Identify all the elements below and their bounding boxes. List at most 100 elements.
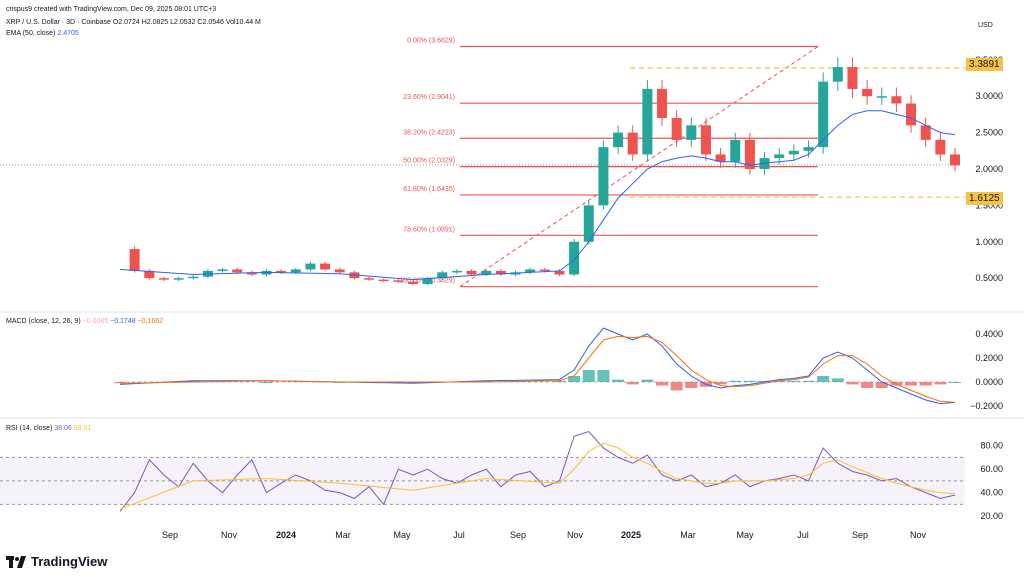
- macd-histogram-bar: [187, 380, 200, 382]
- time-axis-tick: Mar: [335, 530, 351, 540]
- price-candle: [173, 278, 184, 280]
- rsi-header: RSI (14, close) 38.06 58.01: [6, 425, 91, 432]
- macd-histogram-bar: [656, 382, 669, 386]
- symbol-line: XRP / U.S. Dollar · 3D · Coinbase O2.072…: [6, 19, 261, 26]
- ohlc-o: 2.0724: [118, 19, 140, 26]
- price-candle: [950, 154, 960, 166]
- macd-histogram-bar: [406, 382, 419, 384]
- symbol-title: XRP / U.S. Dollar · 3D · Coinbase: [6, 19, 111, 26]
- macd-axis-tick: 0.2000: [975, 353, 1003, 363]
- price-candle: [334, 269, 345, 273]
- price-candle: [730, 139, 741, 162]
- macd-histogram-bar: [905, 382, 918, 386]
- macd-histogram-bar: [846, 382, 859, 385]
- macd-axis-tick: 0.0000: [975, 377, 1003, 387]
- price-candle: [774, 154, 785, 159]
- time-axis-tick: Jul: [797, 530, 809, 540]
- price-axis-tick: 3.0000: [975, 91, 1003, 101]
- macd-histogram-bar: [831, 378, 844, 382]
- price-axis-tick: 1.5000: [975, 200, 1003, 210]
- price-candle: [188, 276, 199, 279]
- macd-histogram-bar: [729, 380, 742, 382]
- price-candle: [657, 88, 668, 119]
- price-candle: [144, 270, 155, 279]
- rsi-value: 38.06: [54, 425, 72, 432]
- price-candle: [788, 150, 799, 155]
- macd-histogram-bar: [787, 380, 800, 382]
- price-candle: [862, 88, 873, 97]
- ohlc-vol-label: Vol: [225, 19, 236, 26]
- macd-histogram-bar: [641, 379, 654, 382]
- rsi-ma-line: [119, 442, 956, 510]
- macd-signal-line: [119, 335, 956, 403]
- fib-level-label: 23.60% (2.9041): [403, 94, 455, 101]
- price-axis-tick: 1.0000: [975, 237, 1003, 247]
- price-axis-tick: 0.5000: [975, 273, 1003, 283]
- macd-histogram-bar: [568, 376, 581, 382]
- price-candle: [422, 278, 433, 284]
- rsi-line: [119, 430, 956, 512]
- macd-histogram-bar: [919, 382, 932, 386]
- time-axis-tick: Nov: [221, 530, 238, 540]
- price-candle: [495, 270, 506, 275]
- support-badge: 1.6125: [966, 192, 1003, 205]
- macd-histogram-bar: [875, 382, 888, 388]
- price-candle: [583, 205, 594, 242]
- price-candle: [627, 132, 638, 155]
- macd-histogram-bar: [114, 382, 126, 384]
- price-candle: [920, 125, 931, 140]
- price-axis-tick: 2.5000: [975, 128, 1003, 138]
- fib-trend-line: [459, 46, 819, 288]
- price-candle: [847, 67, 858, 89]
- ema-value: 2.4705: [57, 30, 79, 37]
- price-candle: [129, 249, 140, 271]
- price-candle: [671, 118, 682, 140]
- price-candle: [246, 272, 257, 275]
- price-candle: [613, 132, 624, 148]
- fib-level-label: 0.00% (3.6829): [407, 38, 455, 45]
- price-candle: [906, 103, 917, 126]
- price-candle: [466, 270, 477, 275]
- macd-histogram-bar: [743, 380, 756, 382]
- credit-line: crispus9 created with TradingView.com, D…: [6, 6, 217, 13]
- resistance-badge: 3.3891: [966, 58, 1003, 71]
- fib-level-label: 38.20% (2.4223): [403, 129, 455, 136]
- macd-histogram-bar: [861, 382, 874, 388]
- ohlc-l-label: L: [170, 19, 175, 26]
- macd-histogram-bar: [714, 382, 727, 385]
- time-axis-tick: Mar: [680, 530, 696, 540]
- macd-histogram-bar: [553, 380, 566, 382]
- fib-level-label: 78.60% (1.0891): [403, 226, 455, 233]
- price-candle: [598, 147, 609, 206]
- macd-histogram-bar: [260, 382, 273, 383]
- price-candle: [818, 81, 829, 148]
- price-candle: [481, 270, 492, 275]
- price-candle: [700, 125, 711, 155]
- macd-line: [119, 327, 956, 405]
- price-candle: [378, 279, 389, 282]
- macd-signal-value: −0.1662: [137, 318, 164, 325]
- rsi-axis-tick: 80.00: [980, 441, 1003, 451]
- price-candle: [276, 270, 287, 273]
- time-axis-tick: Sep: [852, 530, 868, 540]
- time-axis-tick: Sep: [510, 530, 526, 540]
- price-candle: [305, 263, 316, 270]
- time-axis-tick: May: [393, 530, 411, 540]
- price-candle: [715, 154, 726, 162]
- time-axis-tick: Jul: [453, 530, 465, 540]
- ohlc-o-label: O: [112, 19, 119, 26]
- macd-histogram-bar: [773, 380, 786, 382]
- price-candle: [320, 263, 331, 270]
- ema-label: EMA (50, close): [6, 30, 56, 37]
- macd-histogram-bar: [802, 380, 815, 382]
- price-candle: [891, 96, 902, 104]
- rsi-ma-value: 58.01: [73, 425, 92, 432]
- price-candle: [539, 269, 550, 271]
- rsi-axis-tick: 20.00: [980, 511, 1003, 521]
- ohlc-c: 2.0546: [202, 19, 224, 26]
- macd-histogram-bar: [934, 382, 947, 385]
- macd-histogram-bar: [626, 382, 639, 385]
- price-candle: [393, 280, 404, 282]
- time-axis-tick: Sep: [162, 530, 178, 540]
